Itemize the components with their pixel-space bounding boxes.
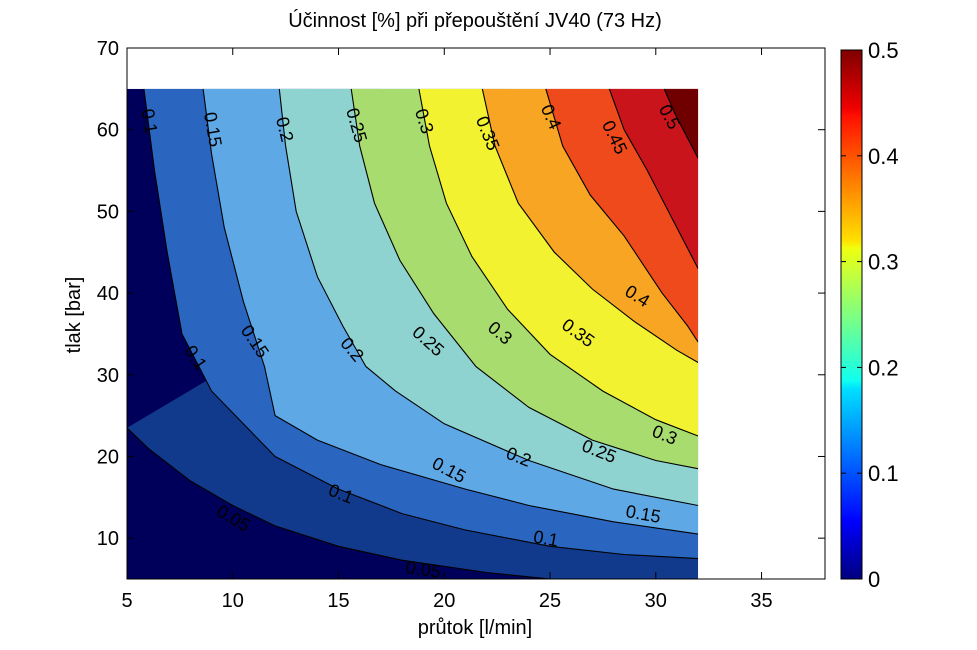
x-tick-label: 25 bbox=[539, 590, 561, 612]
colorbar-tick-label: 0.1 bbox=[868, 461, 899, 486]
plot-area: 0.1 0.15 0.2 0.25 0.3 0.35 0.40.450.50.1 0.15 0.… bbox=[126, 47, 826, 582]
colorbar-tick-label: 0.5 bbox=[868, 38, 899, 63]
y-tick-label: 40 bbox=[97, 283, 119, 305]
x-tick-label: 30 bbox=[645, 590, 667, 612]
contour-line-0.45 bbox=[608, 88, 699, 269]
contour-label: 0.05 bbox=[405, 557, 442, 582]
y-tick-label: 30 bbox=[97, 365, 119, 387]
contour-line-0.4 bbox=[545, 88, 699, 343]
y-tick-label: 10 bbox=[97, 528, 119, 550]
contour-label: 0.1 bbox=[137, 107, 161, 135]
contour-line-0.35 bbox=[481, 88, 699, 363]
contour-band-9 bbox=[609, 88, 699, 269]
colorbar-tick-label: 0.4 bbox=[868, 144, 899, 169]
x-tick-label: 20 bbox=[433, 590, 455, 612]
colorbar: 0 0.1 0.2 0.3 0.4 0.5 bbox=[840, 38, 899, 592]
y-axis: 10 20 30 40 50 60 70 bbox=[97, 38, 825, 550]
x-tick-label: 35 bbox=[750, 590, 772, 612]
axes-frame bbox=[126, 47, 826, 580]
contour-line-0.1 bbox=[143, 88, 699, 560]
contour-line-0.05 bbox=[127, 427, 551, 579]
y-tick-label: 70 bbox=[97, 38, 119, 60]
colorbar-gradient bbox=[840, 49, 863, 580]
x-axis: 5 10 15 20 25 30 35 bbox=[121, 48, 773, 612]
y-tick-label: 20 bbox=[97, 446, 119, 468]
y-tick-label: 50 bbox=[97, 201, 119, 223]
colorbar-tick-label: 0 bbox=[868, 567, 880, 592]
contour-line-0.15 bbox=[202, 88, 699, 535]
contour-line-0.3 bbox=[418, 88, 699, 437]
contour-label: 0.1 bbox=[532, 527, 560, 551]
y-axis-label: tlak [bar] bbox=[63, 277, 85, 354]
colorbar-tick-label: 0.2 bbox=[868, 355, 899, 380]
y-tick-label: 60 bbox=[97, 120, 119, 142]
contour-line-0.25 bbox=[350, 88, 699, 470]
colorbar-tick-label: 0.3 bbox=[868, 250, 899, 275]
contour-line-0.2 bbox=[278, 88, 699, 507]
x-axis-label: průtok [l/min] bbox=[418, 617, 532, 639]
x-tick-label: 10 bbox=[222, 590, 244, 612]
chart-title: Účinnost [%] při přepouštění JV40 (73 Hz… bbox=[288, 9, 662, 32]
contour-line-0.5 bbox=[663, 88, 699, 159]
x-tick-label: 15 bbox=[327, 590, 349, 612]
x-tick-label: 5 bbox=[121, 590, 132, 612]
